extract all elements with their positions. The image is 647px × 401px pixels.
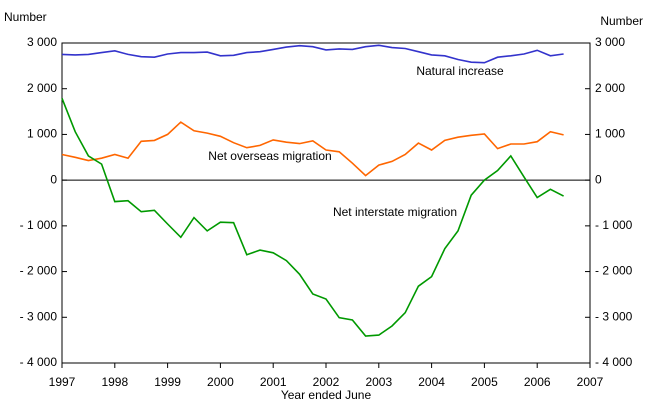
x-tick-label: 2005 xyxy=(471,375,498,389)
x-tick-label: 1998 xyxy=(101,375,128,389)
series-label: Net overseas migration xyxy=(208,149,331,163)
y-tick-label: 2 000 xyxy=(27,81,57,95)
y2-tick-label: - 3 000 xyxy=(595,309,633,323)
y2-tick-label: 2 000 xyxy=(595,81,625,95)
series-label: Natural increase xyxy=(416,64,504,78)
y-tick-label: 3 000 xyxy=(27,35,57,49)
y-tick-label: - 2 000 xyxy=(20,264,58,278)
x-tick-label: 2006 xyxy=(524,375,551,389)
x-tick-label: 2004 xyxy=(418,375,445,389)
x-tick-label: 2000 xyxy=(207,375,234,389)
x-tick-label: 2007 xyxy=(577,375,604,389)
y2-tick-label: - 4 000 xyxy=(595,355,633,369)
y2-tick-label: 1 000 xyxy=(595,127,625,141)
y2-axis-label: Number xyxy=(600,14,643,28)
x-tick-label: 1997 xyxy=(49,375,76,389)
y2-tick-label: 0 xyxy=(595,172,602,186)
y-tick-label: - 4 000 xyxy=(20,355,58,369)
x-tick-label: 2003 xyxy=(365,375,392,389)
y-tick-label: 0 xyxy=(50,172,57,186)
plot-frame xyxy=(61,42,591,364)
y-tick-label: - 1 000 xyxy=(20,218,58,232)
y2-tick-label: - 1 000 xyxy=(595,218,633,232)
series-line xyxy=(61,44,564,64)
x-tick-label: 1999 xyxy=(154,375,181,389)
y-axis-label: Number xyxy=(4,10,47,24)
x-axis-label: Year ended June xyxy=(281,388,372,401)
series-line xyxy=(61,121,564,177)
series-label: Net interstate migration xyxy=(333,205,457,219)
x-tick-label: 2001 xyxy=(260,375,287,389)
y2-tick-label: 3 000 xyxy=(595,35,625,49)
y-tick-label: - 3 000 xyxy=(20,309,58,323)
series-line xyxy=(61,98,564,337)
x-tick-label: 2002 xyxy=(313,375,340,389)
y-tick-label: 1 000 xyxy=(27,127,57,141)
y2-tick-label: - 2 000 xyxy=(595,264,633,278)
